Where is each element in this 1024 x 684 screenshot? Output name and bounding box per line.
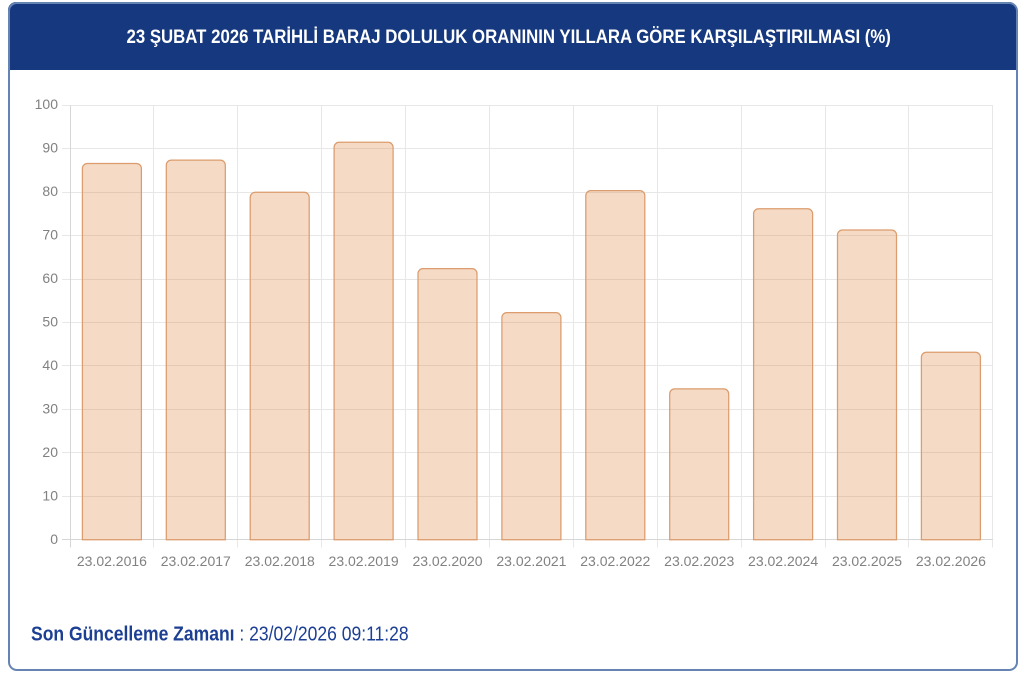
svg-text:70: 70 <box>42 227 58 243</box>
svg-text:23.02.2018: 23.02.2018 <box>245 553 315 569</box>
svg-text:80: 80 <box>42 183 58 199</box>
svg-text:40: 40 <box>42 357 58 373</box>
svg-text:23.02.2020: 23.02.2020 <box>412 553 482 569</box>
svg-text:Son Güncelleme Zamanı : 23/02/: Son Güncelleme Zamanı : 23/02/2026 09:11… <box>31 622 409 644</box>
svg-text:23.02.2026: 23.02.2026 <box>916 553 986 569</box>
svg-text:23.02.2019: 23.02.2019 <box>329 553 399 569</box>
svg-text:23.02.2017: 23.02.2017 <box>161 553 231 569</box>
svg-text:23.02.2024: 23.02.2024 <box>748 553 818 569</box>
svg-text:0: 0 <box>50 531 58 547</box>
svg-text:60: 60 <box>42 270 58 286</box>
svg-text:23.02.2021: 23.02.2021 <box>496 553 566 569</box>
svg-text:90: 90 <box>42 140 58 156</box>
svg-text:100: 100 <box>35 96 59 112</box>
svg-text:30: 30 <box>42 400 58 416</box>
svg-text:50: 50 <box>42 314 58 330</box>
svg-text:23.02.2023: 23.02.2023 <box>664 553 734 569</box>
svg-text:23.02.2025: 23.02.2025 <box>832 553 902 569</box>
svg-text:23 ŞUBAT 2026 TARİHLİ BARAJ DO: 23 ŞUBAT 2026 TARİHLİ BARAJ DOLULUK ORAN… <box>127 26 891 47</box>
svg-text:23.02.2016: 23.02.2016 <box>77 553 147 569</box>
svg-text:20: 20 <box>42 444 58 460</box>
svg-text:10: 10 <box>42 487 58 503</box>
svg-text:23.02.2022: 23.02.2022 <box>580 553 650 569</box>
